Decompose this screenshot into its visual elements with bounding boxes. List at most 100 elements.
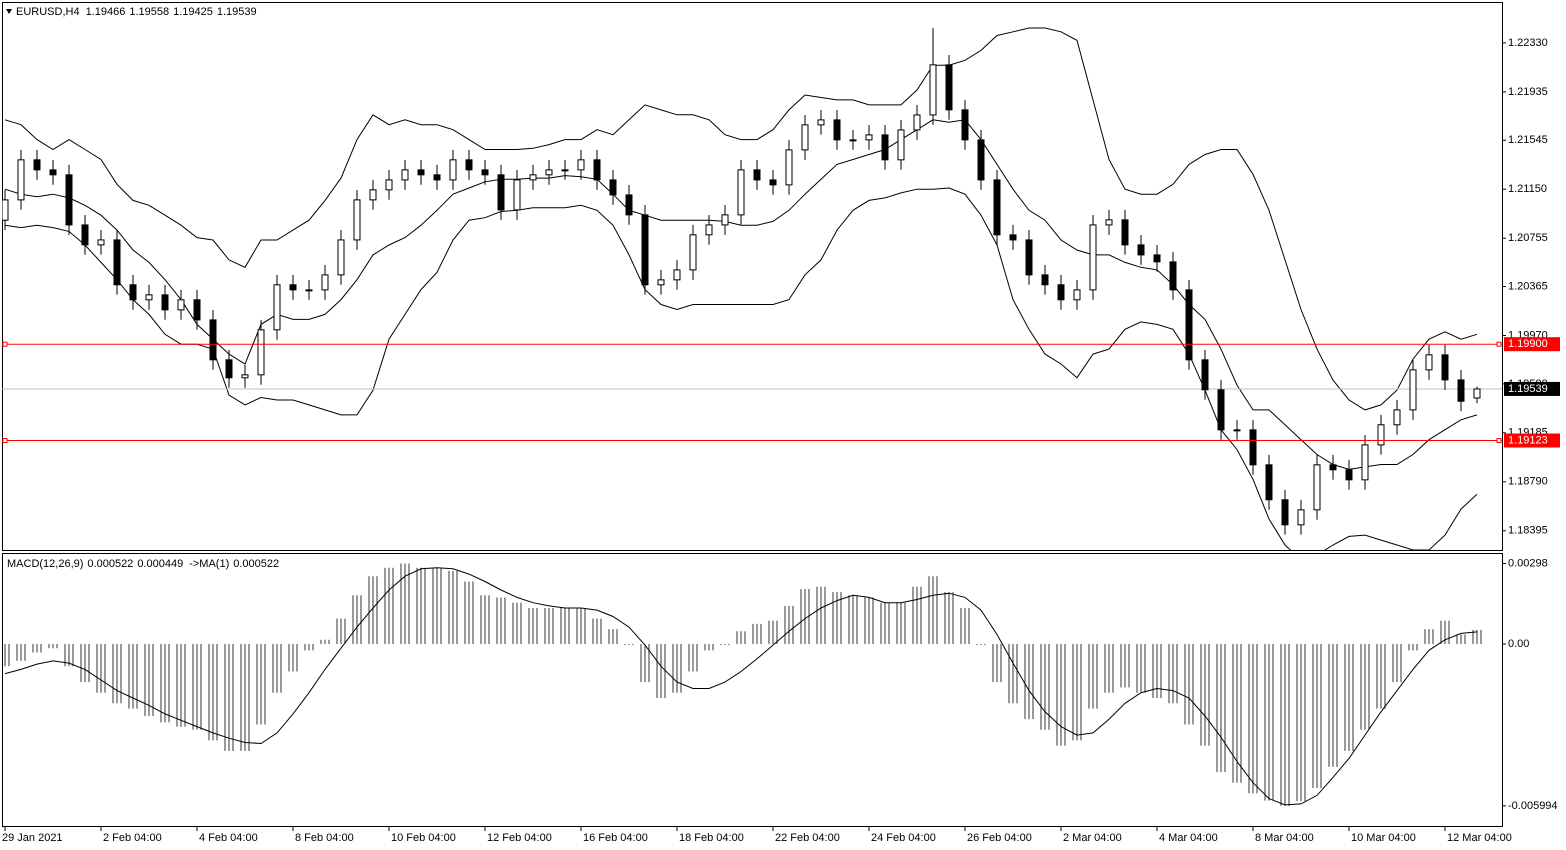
candle-body: [705, 224, 713, 236]
x-tick-label: 10 Feb 04:00: [391, 832, 456, 844]
main-panel-border: [2, 2, 1503, 551]
candle-body: [577, 159, 585, 171]
candle-body: [1137, 244, 1145, 256]
candle-body: [481, 169, 489, 176]
level-tag: [1504, 433, 1560, 448]
ma-value: 0.000522: [233, 558, 279, 570]
candle-body: [161, 294, 169, 311]
candle-body: [721, 214, 729, 226]
candle-body: [785, 149, 793, 186]
candle-body: [1313, 464, 1321, 511]
candle-body: [977, 139, 985, 181]
candle-body: [465, 159, 473, 171]
candle-body: [753, 169, 761, 181]
level-tag-label: 1.19123: [1508, 434, 1548, 446]
x-tick-label: 4 Mar 04:00: [1159, 832, 1218, 844]
level-marker-left: [2, 438, 8, 444]
y-tick-label: 1.22330: [1508, 37, 1548, 49]
candle-body: [49, 169, 57, 176]
candle-body: [1217, 389, 1225, 431]
x-tick-label: 8 Mar 04:00: [1255, 832, 1314, 844]
candle-body: [129, 284, 137, 301]
candle-body: [1393, 409, 1401, 426]
candle-body: [689, 234, 697, 271]
candle-body: [673, 269, 681, 281]
main-plot: [2, 27, 1502, 550]
macd-value: 0.000522: [87, 558, 133, 570]
y-tick-label: 1.21150: [1508, 183, 1547, 195]
bid-tag-label: 1.19539: [1508, 383, 1548, 395]
macd-header: MACD(12,26,9) 0.000522 0.000449 ->MA(1) 0.00…: [7, 558, 279, 570]
candle-body: [1377, 424, 1385, 446]
x-tick-label: 10 Mar 04:00: [1351, 832, 1416, 844]
candle-body: [145, 294, 153, 301]
candle-body: [849, 139, 857, 142]
x-tick-label: 16 Feb 04:00: [583, 832, 648, 844]
x-tick-label: 12 Feb 04:00: [487, 832, 552, 844]
last-close: 1.19539: [217, 6, 257, 18]
x-tick-label: 2 Feb 04:00: [103, 832, 162, 844]
candle-body: [1265, 464, 1273, 501]
candle-body: [929, 64, 937, 116]
bollinger-middle: [4, 119, 1478, 470]
x-tick-label: 12 Mar 04:00: [1447, 832, 1512, 844]
x-tick-label: 4 Feb 04:00: [199, 832, 258, 844]
candle-body: [1473, 388, 1481, 399]
candle-body: [497, 174, 505, 211]
candle-body: [1057, 284, 1065, 301]
candle-body: [1233, 429, 1241, 432]
candle-body: [817, 119, 825, 126]
candle-body: [353, 199, 361, 241]
candle-body: [561, 169, 569, 172]
candle-body: [881, 134, 889, 161]
bollinger-upper: [4, 27, 1478, 411]
level-marker-right: [1496, 341, 1502, 347]
y-tick-label: 0.00: [1508, 638, 1529, 650]
symbol: EURUSD,H4: [16, 6, 80, 18]
candle-body: [801, 124, 809, 151]
candle-body: [609, 179, 617, 196]
candle-body: [401, 169, 409, 181]
candle-body: [449, 159, 457, 181]
y-tick-label: 1.18395: [1508, 525, 1548, 537]
candle-body: [1425, 354, 1433, 371]
candle-body: [177, 299, 185, 311]
candle-body: [1281, 499, 1289, 526]
candle-body: [225, 359, 233, 379]
candle-body: [97, 239, 105, 246]
candle-body: [273, 284, 281, 331]
candle-body: [961, 109, 969, 141]
x-tick-label: 29 Jan 2021: [2, 832, 63, 844]
last-open: 1.19466: [86, 6, 126, 18]
candle-body: [81, 224, 89, 246]
candle-body: [945, 64, 953, 111]
candle-body: [33, 159, 41, 171]
bid-tag: [1504, 381, 1560, 396]
candle-body: [1361, 444, 1369, 481]
candle-body: [513, 179, 521, 211]
candle-body: [257, 329, 265, 376]
candle-body: [737, 169, 745, 216]
candle-body: [1073, 289, 1081, 301]
candle-body: [545, 169, 553, 176]
x-tick-label: 22 Feb 04:00: [775, 832, 840, 844]
candle-body: [433, 174, 441, 181]
candle-body: [1185, 289, 1193, 361]
y-tick-label: 1.21545: [1508, 134, 1548, 146]
candle-body: [241, 374, 249, 379]
y-tick-label: 0.00298: [1508, 557, 1548, 569]
candle-body: [1441, 354, 1449, 381]
candle-body: [193, 299, 201, 321]
macd-title: MACD(12,26,9): [7, 558, 83, 570]
candle-body: [1457, 379, 1465, 402]
menu-triangle[interactable]: [6, 9, 12, 14]
signal-title: ->MA(1): [189, 558, 229, 570]
candle-body: [833, 119, 841, 141]
x-tick-label: 26 Feb 04:00: [967, 832, 1032, 844]
candle-body: [657, 279, 665, 286]
candle-body: [1041, 274, 1049, 286]
signal-value: 0.000449: [137, 558, 183, 570]
last-high: 1.19558: [129, 6, 169, 18]
candle-body: [625, 194, 633, 216]
